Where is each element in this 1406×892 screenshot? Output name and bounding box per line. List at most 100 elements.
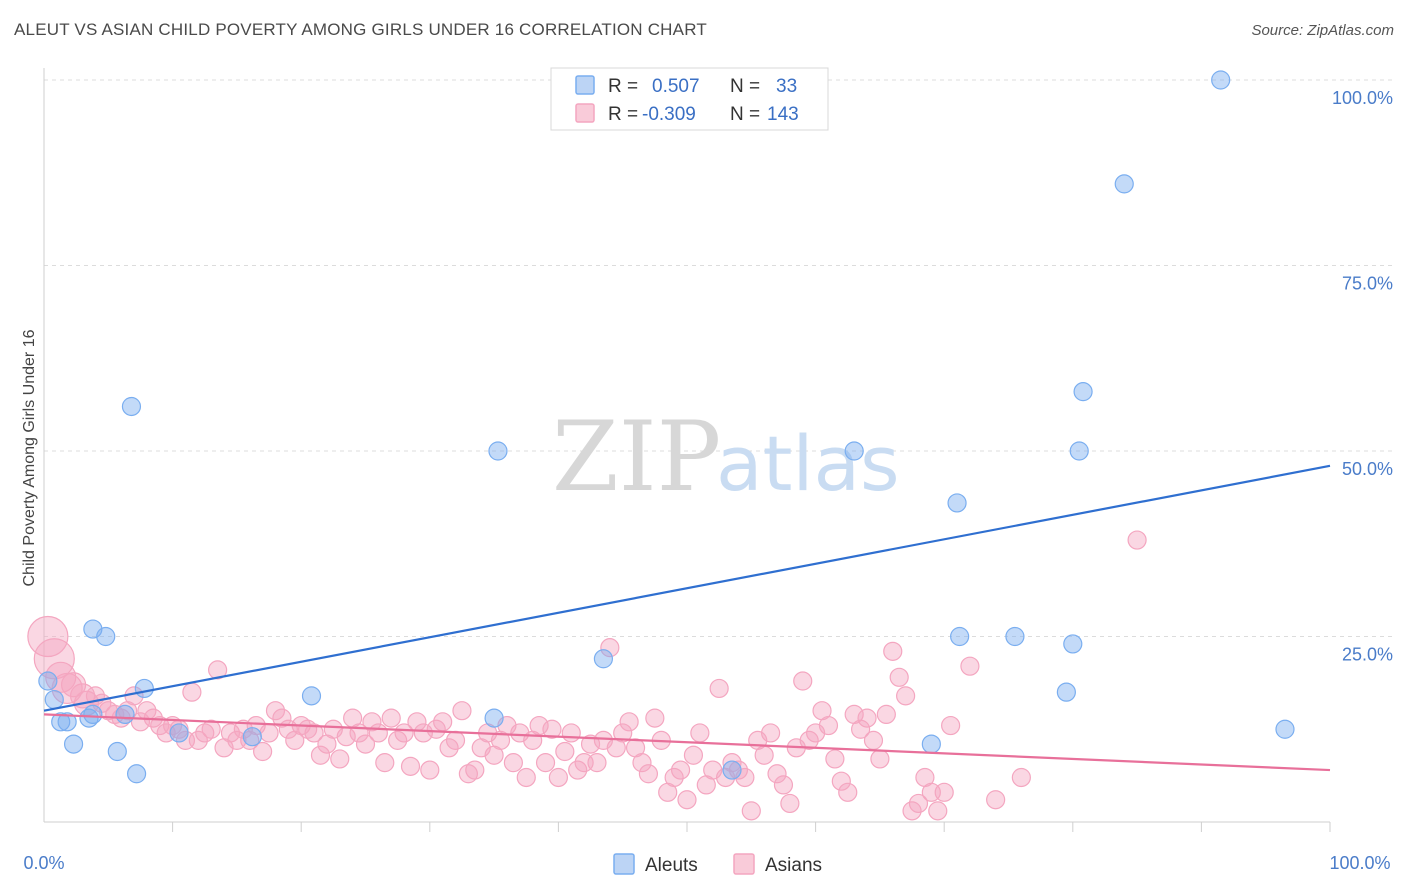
- bottom-legend-swatch-aleuts: [613, 853, 635, 875]
- asians-point-126: [851, 719, 871, 739]
- asians-point-127: [857, 708, 877, 728]
- asians-point-53: [381, 708, 401, 728]
- asians-point-49: [355, 734, 376, 754]
- legend-r-value-aleuts: 0.507: [652, 76, 700, 97]
- asians-point-133: [896, 686, 916, 706]
- legend-swatch-asians: [575, 103, 595, 123]
- y-tick-label-3: 100.0%: [1332, 88, 1393, 108]
- asians-point-78: [542, 719, 562, 739]
- asians-point-134: [902, 801, 922, 821]
- aleuts-point-5: [79, 708, 99, 728]
- y-tick-labels: 25.0% 50.0% 75.0% 100.0%: [1332, 88, 1393, 665]
- aleuts-point-29: [1073, 382, 1093, 402]
- asians-point-90: [619, 712, 639, 732]
- x-tick-marks: [172, 822, 1331, 832]
- legend-n-label-aleuts: N =: [730, 76, 760, 97]
- asians-point-93: [638, 764, 659, 784]
- asians-point-82: [568, 760, 588, 780]
- asians-point-128: [863, 730, 884, 750]
- aleuts-point-6: [83, 704, 103, 725]
- x-tick-label-max: 100.0%: [1329, 853, 1390, 873]
- aleuts-point-17: [484, 708, 504, 728]
- asians-point-61: [433, 712, 453, 732]
- chart-title: ALEUT VS ASIAN CHILD POVERTY AMONG GIRLS…: [14, 20, 707, 39]
- asians-point-101: [690, 723, 710, 743]
- y-tick-label-2: 75.0%: [1342, 274, 1393, 294]
- asians-point-123: [831, 771, 851, 791]
- asians-point-113: [767, 764, 787, 784]
- asians-point-52: [375, 753, 395, 773]
- asians-point-121: [818, 715, 839, 736]
- aleuts-point-12: [126, 764, 147, 784]
- bottom-legend-swatch-asians: [733, 853, 755, 875]
- asians-point-84: [580, 734, 601, 754]
- asians-point-92: [632, 753, 652, 773]
- asians-point-23: [188, 730, 208, 750]
- asians-point-22: [182, 682, 202, 702]
- asians-point-124: [838, 782, 858, 802]
- asians-point-144: [1127, 530, 1147, 550]
- asians-point-55: [394, 723, 414, 743]
- aleuts-point-9: [107, 741, 127, 762]
- asians-point-109: [741, 801, 761, 821]
- grid-lines: [44, 79, 1392, 637]
- asians-point-64: [452, 701, 472, 721]
- aleuts-point-1: [44, 689, 64, 710]
- asians-point-72: [503, 753, 523, 773]
- asians-point-118: [799, 730, 819, 750]
- asians-point-89: [613, 723, 633, 743]
- asians-point-97: [664, 767, 684, 788]
- asians-point-26: [208, 660, 228, 680]
- asians-point-94: [645, 708, 665, 728]
- aleuts-point-2: [51, 712, 71, 732]
- aleuts-point-19: [593, 649, 614, 669]
- asians-point-112: [760, 723, 781, 743]
- asians-point-45: [330, 749, 350, 769]
- asians-point-138: [928, 801, 948, 821]
- asians-point-34: [259, 723, 279, 743]
- watermark-zip: ZIP: [552, 401, 721, 513]
- asians-point-79: [548, 767, 569, 788]
- asians-point-36: [272, 708, 292, 728]
- asians-point-140: [941, 715, 961, 736]
- aleuts-point-24: [950, 626, 970, 647]
- asians-points: [27, 530, 1147, 821]
- source-credit: Source: ZipAtlas.com: [1251, 22, 1394, 39]
- aleuts-point-16: [301, 686, 322, 706]
- asians-point-139: [934, 782, 954, 802]
- asians-point-141: [960, 656, 980, 676]
- asians-point-56: [400, 756, 421, 776]
- legend-r-value-asians: -0.309: [642, 104, 696, 125]
- asians-point-77: [535, 753, 556, 773]
- aleuts-trend-line: [43, 464, 1331, 712]
- asians-point-104: [709, 678, 729, 699]
- asians-point-142: [986, 790, 1006, 810]
- asians-point-58: [413, 723, 433, 743]
- legend-n-value-asians: 143: [767, 104, 799, 125]
- asians-point-60: [426, 719, 446, 739]
- aleuts-point-3: [57, 712, 77, 732]
- aleuts-point-10: [115, 704, 135, 725]
- stats-legend: R = 0.507 N = 33 R = -0.309 N = 143: [550, 67, 829, 131]
- aleuts-point-31: [1211, 70, 1231, 90]
- asians-point-81: [561, 723, 581, 743]
- asians-point-132: [889, 667, 909, 687]
- aleuts-point-26: [1056, 682, 1076, 702]
- asians-point-98: [670, 760, 691, 780]
- aleuts-point-23: [947, 493, 967, 513]
- asians-point-111: [754, 745, 774, 765]
- asians-point-35: [265, 701, 286, 721]
- asians-point-50: [362, 712, 382, 732]
- asians-point-33: [253, 741, 273, 762]
- asians-point-107: [728, 760, 749, 780]
- aleuts-point-30: [1114, 174, 1134, 194]
- legend-n-value-aleuts: 33: [776, 76, 797, 97]
- bottom-legend-label-asians: Asians: [765, 855, 822, 876]
- asians-point-135: [908, 793, 929, 814]
- aleuts-point-4: [63, 734, 84, 754]
- aleuts-points: [38, 70, 1295, 784]
- asians-point-99: [677, 790, 697, 810]
- x-tick-label-min: 0.0%: [23, 853, 64, 873]
- asians-point-117: [793, 671, 813, 691]
